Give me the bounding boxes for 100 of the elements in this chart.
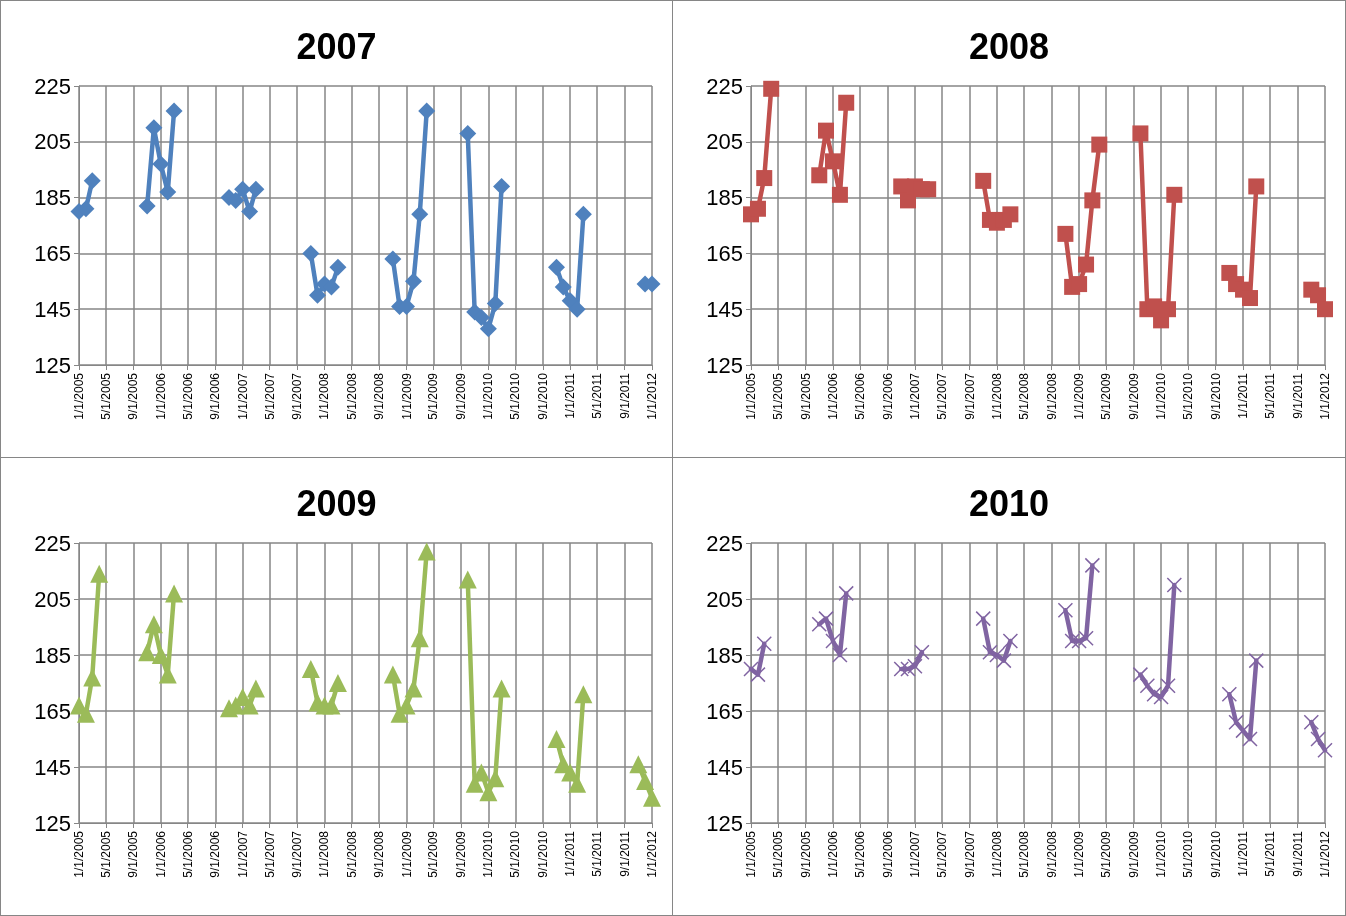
x-tick-label: 1/1/2007 <box>235 372 250 420</box>
x-tick-label: 5/1/2006 <box>180 830 195 878</box>
x-tick-label: 1/1/2008 <box>317 830 332 878</box>
x-tick-label: 1/1/2008 <box>989 372 1004 420</box>
x-tick-label: 5/1/2008 <box>344 372 359 420</box>
y-tick-label: 185 <box>706 185 743 211</box>
x-tick-label: 9/1/2008 <box>372 830 387 878</box>
x-tick-label: 1/1/2007 <box>907 830 922 878</box>
x-tick-label: 5/1/2011 <box>590 830 605 877</box>
x-tick-label: 1/1/2005 <box>72 830 86 878</box>
x-tick-label: 5/1/2008 <box>344 830 359 878</box>
x-tick-label: 1/1/2007 <box>235 830 250 878</box>
y-tick-label: 145 <box>34 754 71 780</box>
x-tick-label: 1/1/2012 <box>1318 830 1332 878</box>
x-tick-label: 5/1/2011 <box>1262 830 1277 877</box>
x-tick-label: 1/1/2011 <box>1236 830 1251 877</box>
x-tick-label: 5/1/2008 <box>1017 372 1032 420</box>
y-tick-label: 165 <box>706 698 743 724</box>
x-tick-label: 1/1/2005 <box>744 372 758 420</box>
x-tick-label: 5/1/2005 <box>98 830 113 878</box>
x-tick-label: 1/1/2006 <box>825 372 840 420</box>
x-tick-label: 9/1/2011 <box>617 372 632 419</box>
x-tick-label: 9/1/2008 <box>372 372 387 420</box>
y-tick-label: 205 <box>34 586 71 612</box>
x-tick-label: 9/1/2007 <box>290 372 305 420</box>
x-tick-label: 9/1/2005 <box>126 372 141 420</box>
x-tick-label: 9/1/2010 <box>1208 372 1223 420</box>
x-tick-label: 9/1/2005 <box>798 830 813 878</box>
x-tick-label: 9/1/2011 <box>617 830 632 877</box>
y-tick-label: 185 <box>34 185 71 211</box>
x-tick-label: 9/1/2011 <box>1290 830 1305 877</box>
x-tick-label: 5/1/2010 <box>508 830 523 878</box>
chart-title: 2008 <box>968 25 1050 67</box>
x-tick-label: 9/1/2007 <box>962 830 977 878</box>
x-tick-label: 1/1/2009 <box>1072 372 1087 420</box>
x-tick-label: 9/1/2007 <box>290 830 305 878</box>
x-tick-label: 9/1/2008 <box>1044 830 1059 878</box>
x-tick-label: 5/1/2009 <box>1099 372 1114 420</box>
x-tick-label: 1/1/2011 <box>563 830 578 877</box>
y-tick-label: 145 <box>706 296 743 322</box>
y-tick-label: 225 <box>34 73 71 99</box>
x-tick-label: 1/1/2006 <box>153 372 168 420</box>
chart-title: 2009 <box>296 482 377 524</box>
x-tick-label: 9/1/2009 <box>1126 372 1141 420</box>
y-tick-label: 185 <box>34 642 71 668</box>
y-tick-label: 145 <box>34 296 71 322</box>
x-tick-label: 1/1/2012 <box>1318 372 1332 420</box>
y-tick-label: 225 <box>706 530 743 556</box>
x-tick-label: 5/1/2010 <box>1181 830 1196 878</box>
x-tick-label: 9/1/2006 <box>208 372 223 420</box>
x-tick-label: 1/1/2006 <box>825 830 840 878</box>
x-tick-label: 1/1/2011 <box>563 372 578 419</box>
y-tick-label: 205 <box>706 129 743 155</box>
x-tick-label: 1/1/2010 <box>1154 830 1169 878</box>
y-tick-label: 165 <box>706 240 743 266</box>
x-tick-label: 1/1/2009 <box>1072 830 1087 878</box>
x-tick-label: 1/1/2009 <box>399 830 414 878</box>
x-tick-label: 5/1/2006 <box>852 830 867 878</box>
x-tick-label: 5/1/2005 <box>770 372 785 420</box>
x-tick-label: 9/1/2005 <box>798 372 813 420</box>
x-tick-label: 5/1/2006 <box>180 372 195 420</box>
x-tick-label: 1/1/2012 <box>645 830 659 878</box>
x-tick-label: 1/1/2011 <box>1236 372 1251 419</box>
x-tick-label: 5/1/2008 <box>1017 830 1032 878</box>
x-tick-label: 1/1/2005 <box>744 830 758 878</box>
x-tick-label: 1/1/2010 <box>481 372 496 420</box>
y-tick-label: 125 <box>706 810 743 836</box>
y-tick-label: 225 <box>34 530 71 556</box>
x-tick-label: 5/1/2007 <box>262 830 277 878</box>
x-tick-label: 9/1/2006 <box>208 830 223 878</box>
x-tick-label: 5/1/2007 <box>934 830 949 878</box>
x-tick-label: 5/1/2005 <box>98 372 113 420</box>
y-tick-label: 225 <box>706 73 743 99</box>
x-tick-label: 1/1/2008 <box>989 830 1004 878</box>
x-tick-label: 9/1/2010 <box>1208 830 1223 878</box>
x-tick-label: 9/1/2005 <box>126 830 141 878</box>
x-tick-label: 5/1/2011 <box>590 372 605 419</box>
y-tick-label: 185 <box>706 642 743 668</box>
x-tick-label: 1/1/2005 <box>72 372 86 420</box>
x-tick-label: 1/1/2012 <box>645 372 659 420</box>
x-tick-label: 9/1/2006 <box>880 830 895 878</box>
x-tick-label: 1/1/2007 <box>907 372 922 420</box>
x-tick-label: 5/1/2010 <box>1181 372 1196 420</box>
y-tick-label: 205 <box>34 129 71 155</box>
y-tick-label: 205 <box>706 586 743 612</box>
x-tick-label: 5/1/2007 <box>934 372 949 420</box>
x-tick-label: 5/1/2010 <box>508 372 523 420</box>
x-tick-label: 5/1/2007 <box>262 372 277 420</box>
x-tick-label: 5/1/2011 <box>1262 372 1277 419</box>
x-tick-label: 1/1/2006 <box>153 830 168 878</box>
x-tick-label: 1/1/2009 <box>399 372 414 420</box>
y-tick-label: 125 <box>34 810 71 836</box>
y-tick-label: 145 <box>706 754 743 780</box>
x-tick-label: 1/1/2010 <box>1154 372 1169 420</box>
x-tick-label: 1/1/2008 <box>317 372 332 420</box>
chart-title: 2010 <box>968 482 1050 524</box>
x-tick-label: 9/1/2010 <box>535 372 550 420</box>
x-tick-label: 5/1/2005 <box>770 830 785 878</box>
x-tick-label: 9/1/2011 <box>1290 372 1305 419</box>
x-tick-label: 5/1/2009 <box>426 830 441 878</box>
